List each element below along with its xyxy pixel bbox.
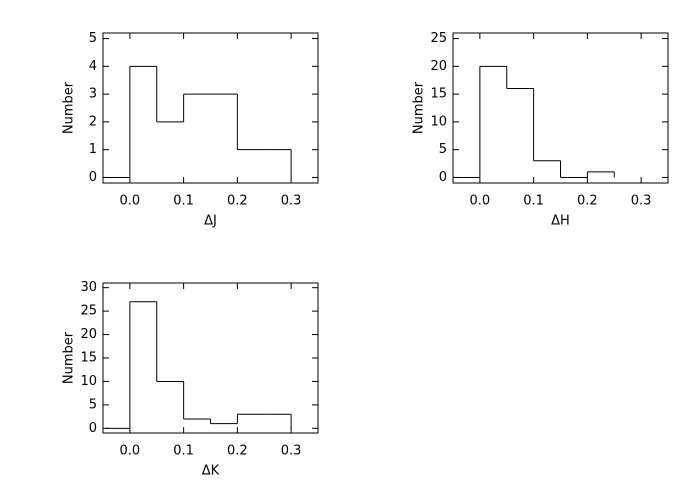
- y-axis-label: Number: [62, 81, 77, 134]
- y-tick-label: 5: [439, 142, 447, 157]
- x-tick-label: 0.1: [523, 194, 544, 209]
- y-tick-label: 3: [89, 87, 97, 102]
- plot-frame: [452, 32, 669, 184]
- x-tick-label: 0.2: [227, 194, 248, 209]
- y-tick-label: 2: [89, 114, 97, 129]
- x-tick-label: 0.0: [120, 194, 141, 209]
- x-tick-label: 0.0: [470, 194, 491, 209]
- y-tick-label: 5: [89, 397, 97, 412]
- x-tick-label: 0.0: [120, 444, 141, 459]
- y-axis-label: Number: [412, 81, 427, 134]
- y-tick-label: 25: [80, 304, 97, 319]
- x-tick-label: 0.3: [281, 194, 302, 209]
- y-tick-label: 4: [89, 59, 97, 74]
- x-tick-label: 0.1: [173, 194, 194, 209]
- y-tick-label: 25: [430, 31, 447, 46]
- y-tick-label: 15: [430, 87, 447, 102]
- y-axis-label: Number: [62, 331, 77, 384]
- y-tick-label: 5: [89, 31, 97, 46]
- y-tick-label: 0: [439, 170, 447, 185]
- y-tick-label: 30: [80, 280, 97, 295]
- x-axis-label: ΔH: [551, 214, 570, 229]
- x-axis-label: ΔK: [202, 464, 220, 479]
- y-tick-label: 20: [80, 327, 97, 342]
- plot-frame: [102, 32, 319, 184]
- x-tick-label: 0.3: [631, 194, 652, 209]
- y-tick-label: 20: [430, 59, 447, 74]
- plot-frame: [102, 282, 319, 434]
- y-tick-label: 10: [80, 374, 97, 389]
- x-tick-label: 0.2: [227, 444, 248, 459]
- x-axis-label: ΔJ: [204, 214, 217, 229]
- y-tick-label: 0: [89, 421, 97, 436]
- x-tick-label: 0.2: [577, 194, 598, 209]
- x-tick-label: 0.3: [281, 444, 302, 459]
- y-tick-label: 0: [89, 170, 97, 185]
- y-tick-label: 1: [89, 142, 97, 157]
- y-tick-label: 10: [430, 114, 447, 129]
- y-tick-label: 15: [80, 351, 97, 366]
- x-tick-label: 0.1: [173, 444, 194, 459]
